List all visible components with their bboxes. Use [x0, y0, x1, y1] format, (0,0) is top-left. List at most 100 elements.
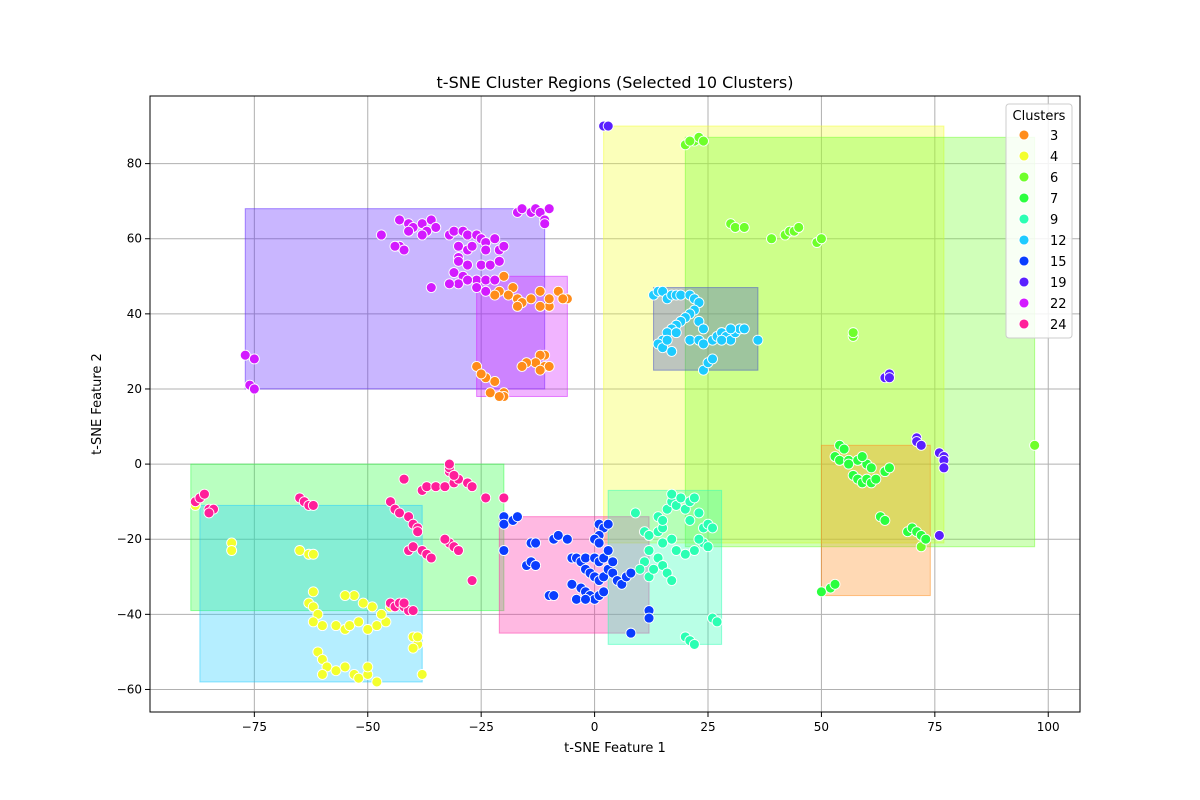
data-point	[688, 492, 700, 504]
data-point	[933, 530, 945, 541]
data-point	[738, 323, 750, 335]
data-point	[707, 522, 718, 534]
data-point	[430, 222, 442, 233]
x-tick-label: 100	[1037, 720, 1060, 734]
data-point	[752, 334, 764, 346]
data-point	[679, 548, 691, 560]
legend-label: 15	[1050, 255, 1067, 270]
legend-label: 19	[1050, 276, 1067, 291]
data-point	[448, 267, 460, 278]
data-point	[829, 578, 841, 590]
data-point	[498, 270, 510, 282]
data-point	[815, 586, 827, 598]
data-point	[330, 665, 342, 677]
data-point	[416, 229, 428, 241]
x-axis-label: t-SNE Feature 1	[564, 741, 666, 756]
cluster-region-7	[190, 463, 505, 612]
y-tick-label: 20	[127, 382, 142, 396]
data-point	[475, 368, 487, 380]
legend-item-7: 7	[1018, 192, 1058, 207]
data-point	[766, 233, 777, 245]
plot-area	[149, 95, 1081, 713]
data-point	[534, 285, 546, 297]
data-point	[462, 274, 474, 286]
chart-title: t-SNE Cluster Regions (Selected 10 Clust…	[437, 73, 794, 92]
data-point	[307, 499, 319, 511]
legend-item-4: 4	[1018, 150, 1058, 165]
data-point	[398, 473, 410, 485]
series-cluster-6	[679, 131, 1041, 553]
data-point	[330, 620, 342, 632]
data-point	[815, 233, 827, 245]
legend-item-19: 19	[1018, 276, 1067, 291]
y-tick-label: 80	[127, 157, 142, 171]
data-point	[362, 623, 374, 635]
data-point	[226, 545, 238, 556]
data-point	[480, 274, 492, 286]
data-point	[661, 334, 673, 346]
data-point	[498, 518, 510, 530]
data-point	[248, 353, 260, 365]
data-point	[407, 605, 419, 617]
data-point	[602, 518, 614, 530]
data-point	[407, 541, 419, 553]
data-point	[557, 293, 569, 305]
series-cluster-12	[648, 285, 764, 376]
data-point	[453, 255, 464, 267]
data-point	[466, 575, 478, 586]
axes-frame	[149, 95, 1081, 713]
data-point	[793, 222, 805, 233]
data-point	[357, 597, 369, 609]
data-point	[453, 545, 464, 556]
legend-label: 22	[1050, 297, 1067, 312]
data-point	[362, 661, 374, 673]
data-point	[534, 364, 546, 376]
x-tick-label: 25	[700, 720, 715, 734]
data-point	[879, 514, 891, 526]
legend-item-22: 22	[1018, 297, 1067, 312]
data-point	[920, 533, 932, 545]
legend-marker	[1018, 213, 1030, 225]
data-point	[307, 548, 319, 560]
data-point	[425, 282, 437, 294]
data-point	[394, 214, 405, 226]
data-point	[489, 376, 501, 387]
data-point	[398, 597, 410, 609]
data-point	[480, 285, 492, 297]
y-tick-label: −40	[117, 607, 142, 621]
data-point	[716, 334, 728, 346]
y-tick-label: −60	[117, 682, 142, 696]
series-cluster-22	[239, 203, 555, 395]
data-point	[498, 545, 510, 556]
data-point	[516, 203, 528, 215]
series-cluster-24	[189, 458, 510, 617]
data-point	[938, 462, 950, 474]
legend-marker	[1018, 234, 1030, 246]
data-point	[698, 135, 709, 147]
data-point	[693, 507, 705, 519]
data-point	[453, 240, 464, 252]
data-point	[684, 514, 696, 526]
data-point	[516, 360, 528, 372]
legend-marker	[1018, 150, 1030, 162]
data-point	[634, 563, 646, 575]
data-point	[339, 590, 351, 602]
data-point	[729, 222, 741, 233]
data-point	[657, 537, 669, 549]
legend-label: 6	[1050, 171, 1058, 186]
legend-marker	[1018, 276, 1030, 288]
data-point	[366, 601, 378, 613]
data-point	[466, 481, 478, 493]
data-point	[425, 552, 437, 564]
data-point	[480, 492, 492, 504]
data-point	[675, 289, 687, 301]
data-point	[475, 259, 487, 271]
data-point	[543, 293, 555, 305]
legend: Clusters 3 4 6 7 9 12 15 19 22 24	[1005, 103, 1073, 339]
legend-item-6: 6	[1018, 171, 1058, 186]
data-point	[339, 661, 351, 673]
x-tick-label: 50	[814, 720, 829, 734]
data-point	[884, 372, 895, 384]
data-point	[693, 533, 705, 545]
data-point	[838, 443, 850, 455]
